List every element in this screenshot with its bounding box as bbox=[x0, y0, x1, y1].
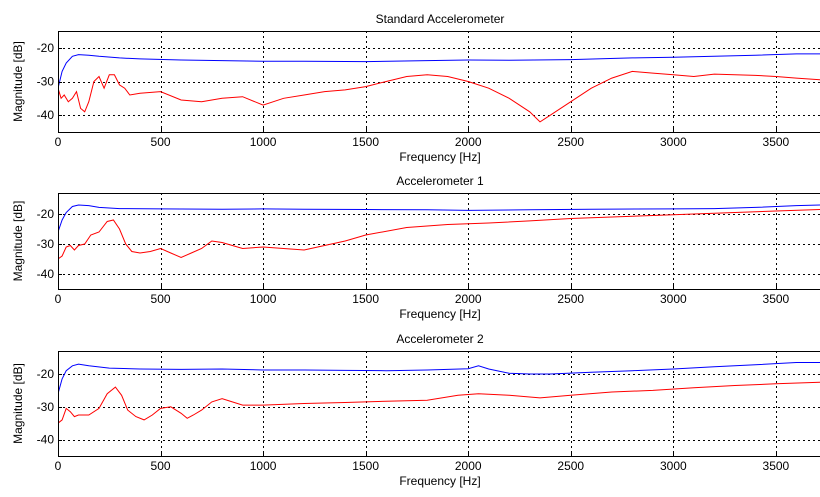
subplot-2: 0 500 1000 1500 2000 2500 3000 3500 -20 -30 -40 Acc… bbox=[11, 174, 820, 321]
subplot-1: 0 500 1000 1500 2000 2500 3000 3500 -20 -30 -40 Sta… bbox=[11, 12, 820, 164]
x-tick-label: 2000 bbox=[455, 292, 482, 306]
series-line-1 bbox=[58, 362, 820, 394]
x-tick-label: 2500 bbox=[557, 135, 584, 149]
x-tick-label: 3500 bbox=[763, 135, 790, 149]
subplot-title: Accelerometer 1 bbox=[396, 174, 484, 188]
x-tick-label: 2500 bbox=[557, 292, 584, 306]
series-line-1 bbox=[58, 204, 820, 233]
y-tick-label: -20 bbox=[37, 41, 55, 55]
x-tick-label: 3000 bbox=[660, 292, 687, 306]
axes-box bbox=[58, 351, 820, 457]
x-tick-label: 500 bbox=[151, 292, 171, 306]
x-tick-label: 3500 bbox=[763, 292, 790, 306]
series-line-2 bbox=[58, 381, 820, 424]
subplot-title: Accelerometer 2 bbox=[396, 332, 484, 346]
y-tick-label: -30 bbox=[37, 237, 55, 251]
y-axis-label: Magnitude [dB] bbox=[11, 363, 25, 444]
y-tick-label: -40 bbox=[37, 108, 55, 122]
y-axis-label: Magnitude [dB] bbox=[11, 201, 25, 282]
x-tick-label: 0 bbox=[55, 135, 62, 149]
subplot-title: Standard Accelerometer bbox=[376, 12, 505, 26]
x-tick-label: 3000 bbox=[660, 459, 687, 473]
plot-area bbox=[58, 351, 820, 456]
x-tick-label: 2500 bbox=[557, 459, 584, 473]
x-tick-label: 1000 bbox=[250, 459, 277, 473]
subplot-3: 0 500 1000 1500 2000 2500 3000 3500 -20 -30 -40 Acc… bbox=[11, 332, 820, 488]
y-tick-label: -20 bbox=[37, 207, 55, 221]
x-tick-label: 2000 bbox=[455, 459, 482, 473]
x-tick-label: 1500 bbox=[352, 292, 379, 306]
x-tick-label: 1000 bbox=[250, 135, 277, 149]
x-tick-label: 500 bbox=[151, 459, 171, 473]
x-tick-label: 2000 bbox=[455, 135, 482, 149]
axes-box bbox=[58, 193, 820, 290]
x-tick-label: 0 bbox=[55, 459, 62, 473]
x-tick-label: 1000 bbox=[250, 292, 277, 306]
series-line-1 bbox=[58, 53, 820, 89]
y-tick-label: -40 bbox=[37, 433, 55, 447]
y-tick-label: -30 bbox=[37, 400, 55, 414]
x-axis-label: Frequency [Hz] bbox=[399, 474, 480, 488]
plot-area bbox=[58, 31, 820, 132]
series-line-2 bbox=[58, 209, 820, 260]
x-axis-label: Frequency [Hz] bbox=[399, 150, 480, 164]
y-tick-label: -30 bbox=[37, 75, 55, 89]
y-tick-label: -20 bbox=[37, 367, 55, 381]
y-tick-label: -40 bbox=[37, 267, 55, 281]
x-tick-label: 0 bbox=[55, 292, 62, 306]
x-tick-label: 3500 bbox=[763, 459, 790, 473]
x-axis-label: Frequency [Hz] bbox=[399, 307, 480, 321]
x-tick-label: 1500 bbox=[352, 135, 379, 149]
x-tick-label: 1500 bbox=[352, 459, 379, 473]
y-axis-label: Magnitude [dB] bbox=[11, 41, 25, 122]
series-line-2 bbox=[58, 70, 820, 123]
x-tick-label: 500 bbox=[151, 135, 171, 149]
x-tick-label: 3000 bbox=[660, 135, 687, 149]
